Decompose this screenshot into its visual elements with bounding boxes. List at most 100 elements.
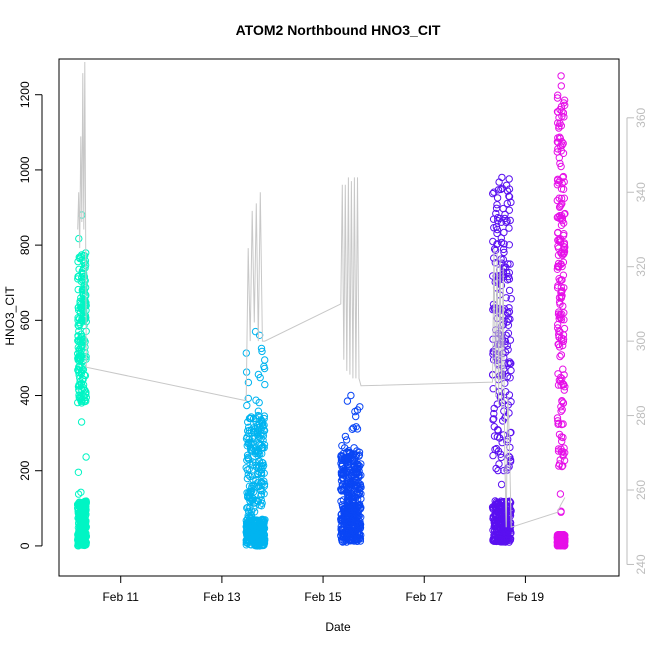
data-point <box>557 315 566 324</box>
data-point <box>499 370 507 378</box>
series-1 <box>74 211 91 550</box>
data-point <box>75 345 84 354</box>
data-point <box>558 437 566 446</box>
data-point <box>76 362 84 370</box>
data-point <box>352 412 360 421</box>
data-point <box>352 475 361 484</box>
data-point <box>75 234 83 243</box>
data-point <box>81 390 90 398</box>
data-point <box>74 350 82 358</box>
data-point <box>247 447 256 455</box>
data-point <box>75 327 83 335</box>
data-point <box>244 493 252 501</box>
data-point <box>558 398 566 406</box>
y-tick-label: 1000 <box>18 156 32 183</box>
data-point <box>250 504 258 512</box>
data-point <box>557 351 566 359</box>
data-point <box>492 444 501 453</box>
data-point <box>499 245 508 254</box>
data-point <box>81 252 89 260</box>
data-point <box>245 482 254 490</box>
data-point <box>560 444 568 452</box>
data-point <box>558 138 566 146</box>
data-point <box>497 234 505 242</box>
y2-tick-label: 280 <box>634 405 648 425</box>
data-point <box>494 535 503 543</box>
data-point <box>81 386 89 394</box>
data-point <box>251 449 260 458</box>
data-point <box>242 536 251 545</box>
data-point <box>355 489 363 497</box>
data-point <box>489 451 497 460</box>
data-point <box>505 269 513 277</box>
data-point <box>494 216 502 225</box>
x-tick-label: Feb 15 <box>304 590 342 604</box>
data-point <box>556 142 565 150</box>
data-point <box>554 420 562 428</box>
data-point <box>554 540 562 549</box>
data-point <box>489 385 497 393</box>
data-point <box>490 531 498 539</box>
data-point <box>559 139 567 148</box>
data-point <box>492 503 500 511</box>
data-point <box>503 199 511 208</box>
data-point <box>338 537 346 545</box>
x-tick-label: Feb 19 <box>507 590 545 604</box>
data-point <box>261 516 269 524</box>
data-point <box>79 264 88 273</box>
data-point <box>558 420 566 429</box>
data-point <box>498 184 507 193</box>
data-point <box>254 370 263 379</box>
data-point <box>244 512 252 520</box>
data-point <box>557 72 565 80</box>
data-point <box>344 447 353 455</box>
left-y-axis: 0 200 400 600 800 1000 1200 <box>18 81 43 549</box>
data-point <box>344 494 352 502</box>
data-point <box>557 288 565 297</box>
y-axis-label: HNO3_CIT <box>3 286 17 346</box>
data-point <box>556 534 564 542</box>
data-point <box>343 397 352 405</box>
data-point <box>339 468 347 476</box>
data-point <box>79 285 88 293</box>
data-point <box>495 460 503 468</box>
data-point <box>489 189 497 198</box>
y-tick-label: 800 <box>18 235 32 255</box>
data-point <box>74 398 82 407</box>
data-point <box>493 201 501 209</box>
data-point <box>555 203 564 211</box>
x-axis-label: Date <box>325 620 351 634</box>
data-point <box>559 399 568 407</box>
data-point <box>557 185 566 193</box>
data-point <box>260 362 268 371</box>
data-point <box>490 409 498 418</box>
data-point <box>260 441 269 449</box>
data-point <box>258 479 266 488</box>
data-point <box>560 178 568 186</box>
data-point <box>556 377 565 386</box>
data-point <box>554 320 562 329</box>
data-point <box>81 521 89 529</box>
y-tick-label: 0 <box>18 542 32 549</box>
data-point <box>495 178 503 186</box>
data-point <box>250 488 258 496</box>
y2-tick-label: 240 <box>634 554 648 574</box>
data-point <box>351 494 359 502</box>
data-point <box>339 496 348 504</box>
data-point <box>556 133 564 141</box>
data-point <box>490 534 498 542</box>
data-point <box>496 393 504 401</box>
data-point <box>501 214 509 223</box>
data-point <box>75 354 83 363</box>
data-point <box>245 429 253 437</box>
data-point <box>498 259 506 267</box>
data-point <box>505 206 513 214</box>
data-point <box>77 418 86 426</box>
data-point <box>246 535 255 543</box>
data-point <box>561 101 569 110</box>
data-point <box>252 476 260 484</box>
data-point <box>342 506 351 514</box>
data-point <box>355 473 363 481</box>
data-point <box>79 290 88 298</box>
